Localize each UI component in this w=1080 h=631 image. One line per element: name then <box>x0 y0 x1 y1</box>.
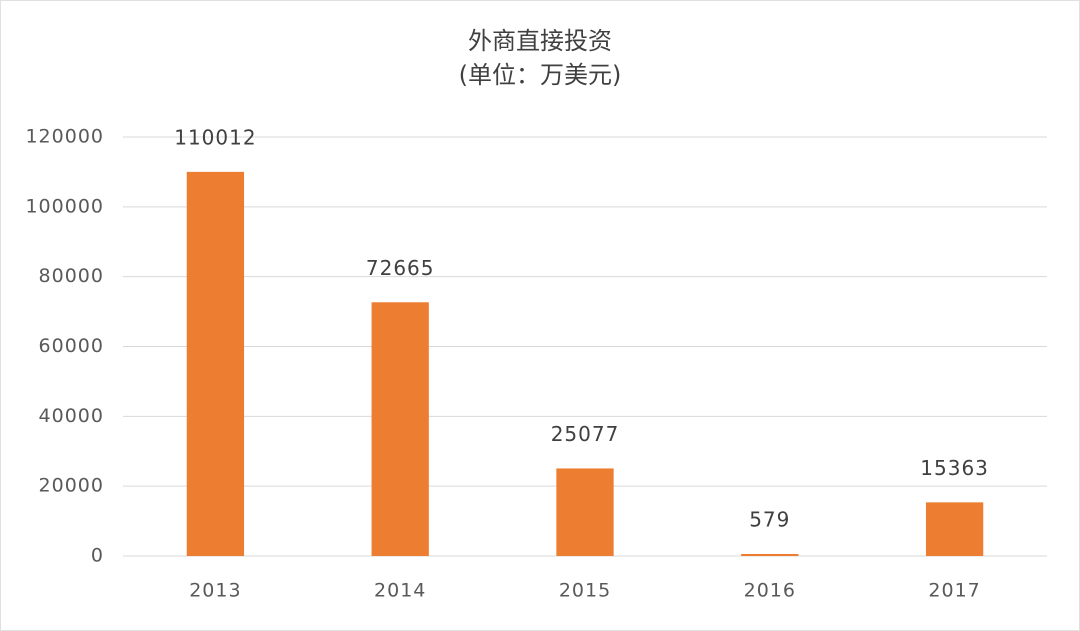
x-tick-label: 2014 <box>374 580 426 602</box>
value-label: 25077 <box>551 422 620 446</box>
y-tick-label: 40000 <box>39 405 104 427</box>
bar <box>741 553 799 556</box>
y-tick-label: 20000 <box>39 475 104 497</box>
x-tick-label: 2016 <box>744 580 796 602</box>
value-label: 110012 <box>174 125 256 149</box>
bar <box>371 302 429 556</box>
x-tick-label: 2017 <box>928 580 980 602</box>
x-tick-label: 2015 <box>559 580 611 602</box>
bar <box>556 468 614 556</box>
x-tick-label: 2013 <box>189 580 241 602</box>
value-label: 72665 <box>366 256 435 280</box>
y-tick-label: 60000 <box>39 335 104 357</box>
value-label: 579 <box>749 507 790 531</box>
value-label: 15363 <box>920 456 989 480</box>
chart-subtitle: (单位：万美元) <box>459 61 622 89</box>
chart-title: 外商直接投资 <box>468 27 612 55</box>
y-tick-label: 120000 <box>25 126 104 148</box>
y-tick-label: 100000 <box>25 195 104 217</box>
y-tick-label: 0 <box>91 545 104 567</box>
y-tick-label: 80000 <box>39 265 104 287</box>
bar <box>925 502 984 556</box>
bar <box>186 171 245 557</box>
